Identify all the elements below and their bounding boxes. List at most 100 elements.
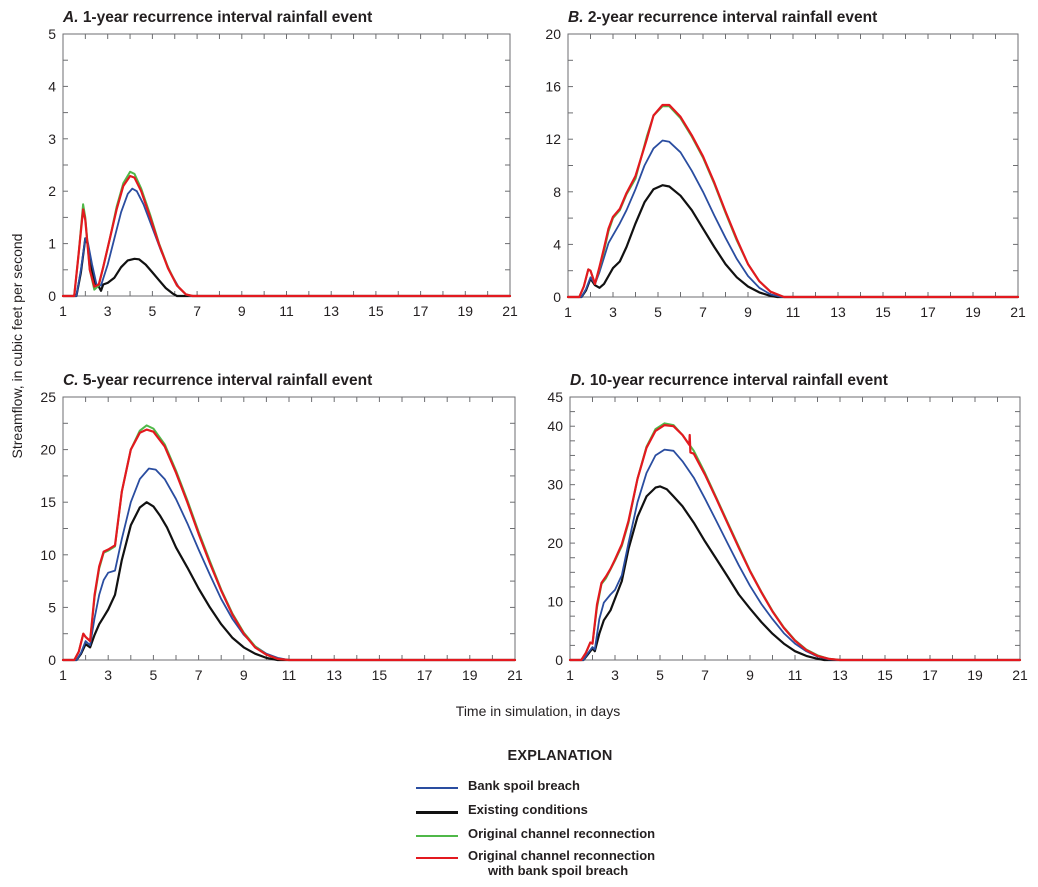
x-tick-label: 3 <box>104 667 112 683</box>
series-line-original <box>569 422 1021 661</box>
x-tick-label: 5 <box>149 303 157 319</box>
x-tick-label: 13 <box>323 303 339 319</box>
legend-swatch-original <box>416 835 458 837</box>
series-line-original <box>567 105 1019 298</box>
series-line-bank <box>567 139 1019 298</box>
x-tick-label: 5 <box>150 667 158 683</box>
legend-swatch-existing <box>416 811 458 814</box>
x-tick-label: 9 <box>744 304 752 320</box>
y-tick-label: 0 <box>553 289 561 305</box>
x-tick-label: 3 <box>104 303 112 319</box>
y-tick-label: 0 <box>555 652 563 668</box>
legend-item-existing-conditions: Existing conditions <box>410 802 710 822</box>
chart-panel-d: D. 10-year recurrence interval rainfall … <box>547 372 1028 683</box>
panel-title-text: 10-year recurrence interval rainfall eve… <box>590 372 888 389</box>
series-line-existing <box>61 501 517 662</box>
x-tick-label: 11 <box>282 667 297 683</box>
plot-frame <box>567 33 1019 298</box>
x-tick-label: 11 <box>788 667 803 683</box>
legend-label: Bank spoil breach <box>468 778 580 793</box>
legend-item-bank-spoil-breach: Bank spoil breach <box>410 778 710 798</box>
y-tick-label: 30 <box>547 477 563 493</box>
x-tick-label: 7 <box>193 303 201 319</box>
y-tick-label: 0 <box>48 652 56 668</box>
series-line-both <box>568 424 1022 662</box>
y-tick-label: 10 <box>40 547 56 563</box>
panel-title: A. 1-year recurrence interval rainfall e… <box>62 9 372 26</box>
x-tick-label: 21 <box>1012 667 1028 683</box>
y-tick-label: 20 <box>547 535 563 551</box>
x-tick-label: 9 <box>746 667 754 683</box>
x-tick-label: 13 <box>326 667 342 683</box>
y-tick-label: 10 <box>547 594 563 610</box>
x-tick-label: 19 <box>967 667 983 683</box>
x-tick-label: 1 <box>564 304 572 320</box>
legend-label: Existing conditions <box>468 802 588 817</box>
y-tick-label: 4 <box>48 78 56 94</box>
series-line-bank <box>569 448 1021 661</box>
series-line-original <box>62 424 516 661</box>
series-line-bank <box>62 187 511 297</box>
panel-title-text: 2-year recurrence interval rainfall even… <box>588 9 877 26</box>
x-tick-label: 21 <box>1010 304 1026 320</box>
legend-item-original-channel: Original channel reconnection <box>410 826 710 846</box>
panel-letter: D. <box>570 372 590 389</box>
y-tick-label: 5 <box>48 599 56 615</box>
panel-title: D. 10-year recurrence interval rainfall … <box>570 372 888 389</box>
x-tick-label: 17 <box>920 304 936 320</box>
panel-letter: A. <box>62 9 83 26</box>
panel-title-text: 5-year recurrence interval rainfall even… <box>83 372 372 389</box>
legend-label-line2: with bank spoil breach <box>488 863 629 878</box>
x-tick-label: 21 <box>507 667 523 683</box>
legend-swatch-both <box>416 857 458 859</box>
x-tick-label: 7 <box>195 667 203 683</box>
panel-title-text: 1-year recurrence interval rainfall even… <box>83 9 372 26</box>
chart-panel-b: B. 2-year recurrence interval rainfall e… <box>545 9 1026 320</box>
x-tick-label: 7 <box>699 304 707 320</box>
plot-frame <box>62 33 511 297</box>
y-tick-label: 5 <box>48 26 56 42</box>
y-tick-label: 40 <box>547 418 563 434</box>
series-line-bank <box>62 467 516 661</box>
x-tick-label: 15 <box>875 304 891 320</box>
legend-label: Original channel reconnection <box>468 848 656 863</box>
x-tick-label: 1 <box>566 667 574 683</box>
x-axis-label: Time in simulation, in days <box>456 703 620 719</box>
y-axis-label: Streamflow, in cubic feet per second <box>9 234 25 459</box>
y-tick-label: 3 <box>48 131 56 147</box>
x-tick-label: 3 <box>611 667 619 683</box>
x-tick-label: 11 <box>279 303 294 319</box>
series-line-both <box>61 174 512 298</box>
x-tick-label: 19 <box>458 303 474 319</box>
x-tick-label: 13 <box>830 304 846 320</box>
y-tick-label: 15 <box>40 494 56 510</box>
series-line-both <box>566 103 1020 299</box>
x-tick-label: 9 <box>238 303 246 319</box>
chart-panel-a: A. 1-year recurrence interval rainfall e… <box>48 9 518 319</box>
y-tick-label: 25 <box>40 389 56 405</box>
series-line-existing <box>568 485 1022 662</box>
panel-title: B. 2-year recurrence interval rainfall e… <box>568 9 877 26</box>
x-tick-label: 11 <box>786 304 801 320</box>
y-tick-label: 1 <box>48 236 56 252</box>
panel-letter: C. <box>63 372 83 389</box>
legend-swatch-bank <box>416 787 458 789</box>
x-tick-label: 1 <box>59 303 67 319</box>
x-tick-label: 5 <box>656 667 664 683</box>
x-tick-label: 3 <box>609 304 617 320</box>
y-tick-label: 20 <box>545 26 561 42</box>
series-line-existing <box>566 184 1020 299</box>
x-tick-label: 5 <box>654 304 662 320</box>
legend-label: Original channel reconnection <box>468 826 656 841</box>
y-tick-label: 20 <box>40 442 56 458</box>
x-tick-label: 17 <box>413 303 429 319</box>
y-tick-label: 2 <box>48 183 56 199</box>
series-line-existing <box>61 237 512 298</box>
x-tick-label: 1 <box>59 667 67 683</box>
series-line-both <box>61 428 517 662</box>
legend-title: EXPLANATION <box>507 748 613 764</box>
panel-title: C. 5-year recurrence interval rainfall e… <box>63 372 372 389</box>
plot-frame <box>569 396 1021 661</box>
x-tick-label: 15 <box>877 667 893 683</box>
